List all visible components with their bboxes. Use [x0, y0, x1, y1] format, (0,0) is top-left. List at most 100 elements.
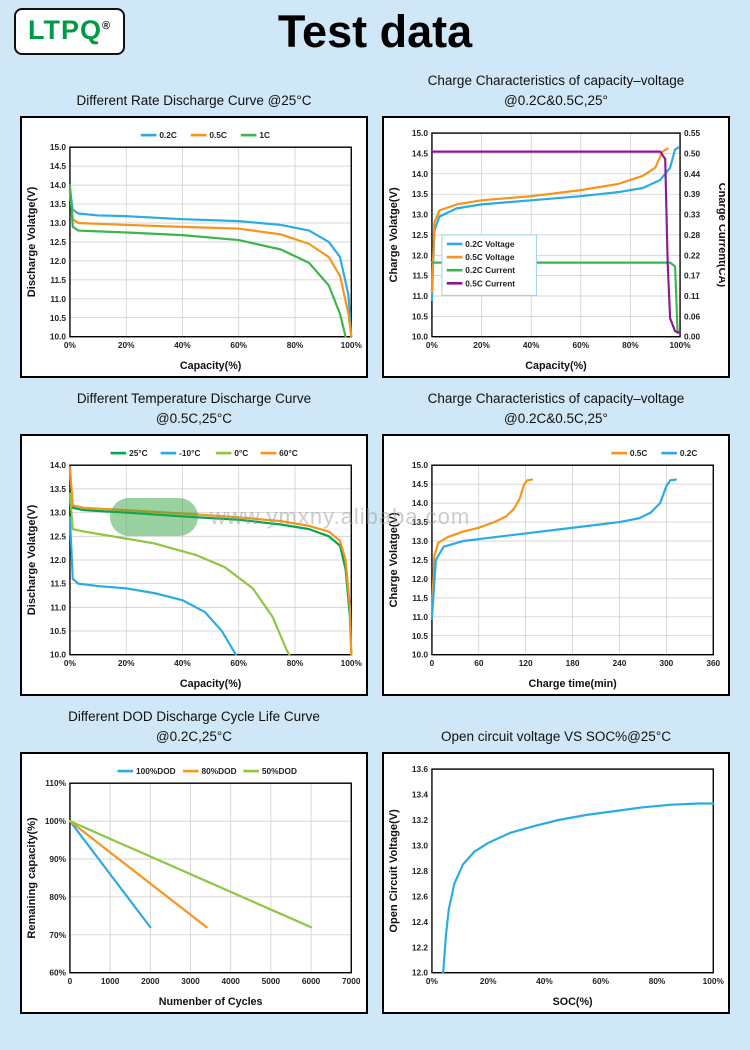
svg-text:13.5: 13.5: [50, 199, 66, 209]
chart-panel: 0% 20% 40% 60% 80% 100% 10.0 10.5 11.0 11.5 12.0 12…: [382, 116, 730, 378]
svg-text:4000: 4000: [221, 976, 240, 986]
svg-text:Capacity(%): Capacity(%): [180, 360, 242, 372]
brand-logo-text: LTPQ: [28, 15, 102, 45]
chart-cell-ocv-soc: Open circuit voltage VS SOC%@25°C 0% 20% 4…: [382, 704, 730, 1014]
svg-text:0.5C: 0.5C: [209, 130, 227, 140]
svg-text:120: 120: [519, 658, 533, 668]
svg-text:15.0: 15.0: [412, 128, 428, 138]
svg-text:3000: 3000: [181, 976, 200, 986]
svg-text:25°C: 25°C: [129, 448, 148, 458]
svg-text:11.0: 11.0: [412, 291, 428, 301]
chart-title-line2: @0.5C,25°C: [155, 410, 233, 426]
svg-text:80%: 80%: [649, 976, 666, 986]
svg-text:12.5: 12.5: [50, 531, 66, 541]
svg-text:100%: 100%: [341, 658, 363, 668]
svg-text:60°C: 60°C: [279, 448, 298, 458]
svg-text:80%: 80%: [622, 340, 639, 350]
svg-text:11.5: 11.5: [412, 593, 428, 603]
svg-text:0.11: 0.11: [684, 291, 700, 301]
svg-text:110%: 110%: [45, 778, 66, 788]
brand-logo: LTPQ®: [14, 8, 126, 55]
chart-cell-dod-cycle-life: Different DOD Discharge Cycle Life Curve…: [20, 704, 368, 1014]
chart-panel: 0% 20% 40% 60% 80% 100% 10.0 10.5 11.0 11.5 12.0 12…: [20, 116, 368, 378]
svg-text:12.2: 12.2: [412, 942, 428, 952]
svg-text:12.0: 12.0: [412, 574, 428, 584]
svg-text:90%: 90%: [49, 854, 66, 864]
svg-text:13.0: 13.0: [50, 507, 66, 517]
page-title: Test data: [277, 6, 473, 57]
svg-text:0.5C: 0.5C: [630, 448, 648, 458]
svg-text:10.5: 10.5: [50, 626, 66, 636]
svg-text:20%: 20%: [473, 340, 490, 350]
svg-text:0.00: 0.00: [684, 332, 700, 342]
svg-text:11.5: 11.5: [50, 275, 66, 285]
svg-text:11.5: 11.5: [412, 271, 428, 281]
registered-mark-icon: ®: [102, 20, 112, 32]
chart-panel: 0% 20% 40% 60% 80% 100% 10.0 10.5 11.0 11.5 12.0 12…: [20, 434, 368, 696]
svg-text:240: 240: [613, 658, 627, 668]
svg-text:Capacity(%): Capacity(%): [180, 678, 242, 690]
svg-text:12.5: 12.5: [412, 230, 428, 240]
svg-text:80%: 80%: [287, 658, 304, 668]
svg-text:180: 180: [566, 658, 580, 668]
svg-text:13.0: 13.0: [50, 218, 66, 228]
chart-title: Different DOD Discharge Cycle Life Curve…: [20, 704, 368, 752]
svg-text:12.0: 12.0: [50, 256, 66, 266]
chart-cell-charge-time: Charge Characteristics of capacity–volta…: [382, 386, 730, 696]
svg-text:15.0: 15.0: [412, 460, 428, 470]
svg-text:SOC(%): SOC(%): [553, 996, 593, 1008]
svg-text:20%: 20%: [480, 976, 497, 986]
svg-text:80%DOD: 80%DOD: [202, 766, 237, 776]
svg-text:10.0: 10.0: [412, 650, 428, 660]
svg-text:14.5: 14.5: [50, 161, 66, 171]
svg-text:0.2C: 0.2C: [159, 130, 177, 140]
ocv-soc-chart: 0% 20% 40% 60% 80% 100% 12.0 12.2 12.4 12.6 12.8 13…: [388, 764, 725, 1008]
svg-text:14.0: 14.0: [412, 169, 428, 179]
chart-title: Charge Characteristics of capacity–volta…: [382, 68, 730, 116]
chart-title-line2: @0.2C&0.5C,25°: [504, 410, 608, 426]
svg-text:12.0: 12.0: [50, 555, 66, 565]
svg-text:0.22: 0.22: [684, 250, 700, 260]
svg-text:Remaining capacity(%): Remaining capacity(%): [26, 817, 38, 939]
chart-cell-discharge-rate: Different Rate Discharge Curve @25°C 0% 2…: [20, 68, 368, 378]
svg-text:12.6: 12.6: [412, 891, 428, 901]
svg-text:11.0: 11.0: [50, 602, 66, 612]
chart-title-line1: Charge Characteristics of capacity–volta…: [427, 390, 685, 406]
svg-text:11.0: 11.0: [412, 612, 428, 622]
svg-text:14.0: 14.0: [50, 180, 66, 190]
svg-text:Open Circuit Voltage(V): Open Circuit Voltage(V): [388, 809, 400, 933]
charge-capacity-voltage-chart: 0% 20% 40% 60% 80% 100% 10.0 10.5 11.0 11.5 12.0 12…: [388, 128, 725, 372]
svg-text:60: 60: [474, 658, 484, 668]
svg-text:80%: 80%: [287, 340, 304, 350]
chart-title-line2: @0.2C&0.5C,25°: [504, 92, 608, 108]
svg-text:10.5: 10.5: [412, 631, 428, 641]
svg-text:10.5: 10.5: [412, 311, 428, 321]
svg-text:12.5: 12.5: [412, 555, 428, 565]
chart-title-line1: Open circuit voltage VS SOC%@25°C: [441, 728, 671, 744]
svg-text:12.5: 12.5: [50, 237, 66, 247]
svg-text:60%: 60%: [573, 340, 590, 350]
svg-text:2000: 2000: [141, 976, 160, 986]
svg-text:0.33: 0.33: [684, 209, 700, 219]
svg-text:80%: 80%: [49, 892, 66, 902]
svg-text:100%: 100%: [45, 816, 67, 826]
svg-text:100%DOD: 100%DOD: [136, 766, 176, 776]
temperature-discharge-chart: 0% 20% 40% 60% 80% 100% 10.0 10.5 11.0 11.5 12.0 12…: [26, 448, 363, 690]
svg-text:100%: 100%: [669, 340, 691, 350]
svg-text:0.55: 0.55: [684, 128, 700, 138]
svg-text:10.0: 10.0: [412, 332, 428, 342]
svg-text:60%: 60%: [230, 340, 247, 350]
svg-text:14.0: 14.0: [412, 498, 428, 508]
svg-text:14.5: 14.5: [412, 148, 428, 158]
svg-text:10.0: 10.0: [50, 650, 66, 660]
chart-title: Charge Characteristics of capacity–volta…: [382, 386, 730, 434]
svg-text:14.0: 14.0: [50, 460, 66, 470]
svg-text:1C: 1C: [259, 130, 270, 140]
svg-text:7000: 7000: [342, 976, 361, 986]
svg-text:100%: 100%: [703, 976, 725, 986]
svg-text:40%: 40%: [174, 658, 191, 668]
svg-text:60%: 60%: [592, 976, 609, 986]
svg-text:11.0: 11.0: [50, 294, 66, 304]
svg-text:13.5: 13.5: [412, 517, 428, 527]
chart-title-line2: @0.2C,25°C: [155, 728, 233, 744]
